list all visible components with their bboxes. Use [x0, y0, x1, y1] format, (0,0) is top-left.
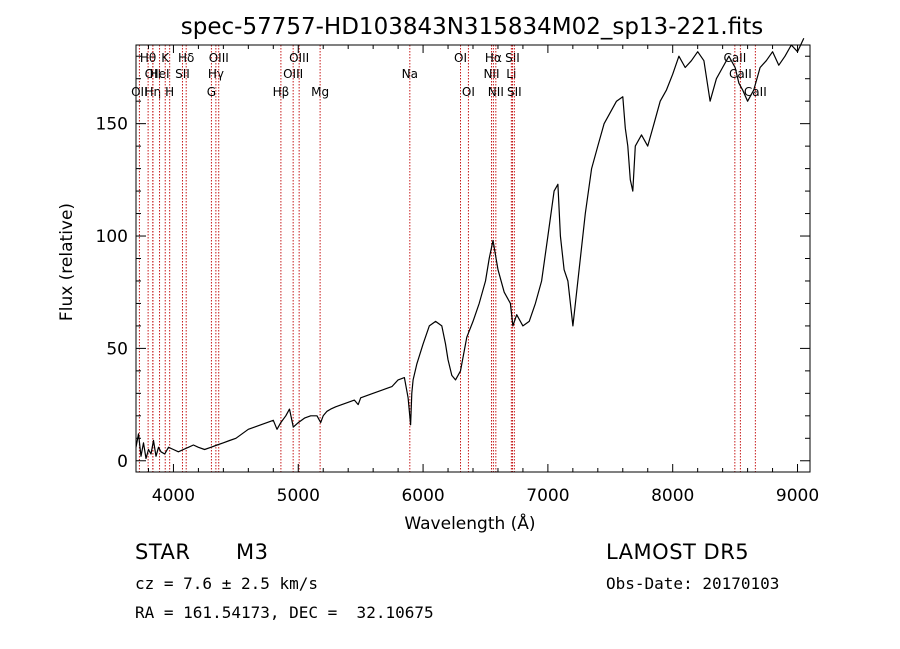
x-tick-label: 7000	[526, 486, 569, 506]
x-axis: 4000 5000 6000 7000 8000 9000	[147, 45, 819, 506]
spectrum-series	[135, 38, 805, 460]
x-tick-label: 9000	[776, 486, 819, 506]
line-marker-label: Hβ	[273, 85, 290, 99]
coordinates: RA = 161.54173, DEC = 32.10675	[135, 603, 434, 622]
line-marker-label: OII	[145, 67, 162, 81]
x-tick-label: 4000	[152, 486, 195, 506]
line-marker-label: HeI	[150, 67, 170, 81]
plot-frame	[135, 44, 811, 473]
line-marker-label: SII	[507, 85, 522, 99]
line-marker-label: OII	[131, 85, 148, 99]
line-marker-label: CaII	[744, 85, 767, 99]
line-marker-label: OI	[454, 51, 467, 65]
line-marker-label: OI	[462, 85, 475, 99]
line-marker-label: OIII	[289, 51, 309, 65]
chart-title: spec-57757-HD103843N315834M02_sp13-221.f…	[181, 14, 763, 40]
line-marker-label: CaII	[723, 51, 746, 65]
redshift-value: cz = 7.6 ± 2.5 km/s	[135, 574, 319, 593]
y-tick-label: 50	[106, 339, 128, 359]
object-subclass: M3	[236, 540, 269, 564]
line-marker-label: OIII	[209, 51, 229, 65]
line-marker-label: H	[165, 85, 174, 99]
line-marker-label: Hθ	[140, 51, 156, 65]
line-marker-label: Hγ	[208, 67, 224, 81]
line-marker-label: SII	[505, 51, 520, 65]
x-tick-label: 8000	[651, 486, 694, 506]
y-tick-label: 100	[96, 227, 128, 247]
line-marker-label: Hδ	[178, 51, 194, 65]
line-marker-label: CaII	[729, 67, 752, 81]
line-marker-label: G	[207, 85, 216, 99]
line-marker-label: Hα	[485, 51, 502, 65]
y-tick-label: 0	[117, 452, 128, 472]
y-axis: 0 50 100 150	[96, 55, 810, 472]
x-tick-label: 5000	[277, 486, 320, 506]
survey-name: LAMOST DR5	[606, 540, 750, 564]
obs-date: Obs-Date: 20170103	[606, 574, 780, 593]
spectrum-line	[135, 38, 805, 460]
line-marker-label: SII	[175, 67, 190, 81]
line-marker-label: Na	[402, 67, 418, 81]
x-tick-label: 6000	[401, 486, 444, 506]
line-marker-label: Hη	[145, 85, 162, 99]
line-marker-label: Mg	[311, 85, 329, 99]
line-marker-label: NII	[488, 85, 504, 99]
line-marker-label: NII	[483, 67, 499, 81]
line-marker-label: OIII	[283, 67, 303, 81]
x-axis-label: Wavelength (Å)	[404, 512, 535, 534]
y-tick-label: 150	[96, 115, 128, 135]
line-marker-label: K	[161, 51, 170, 65]
line-marker-label: Li	[506, 67, 516, 81]
spectral-line-markers: HθOIIOIIHηHeIKHSIIHδGHγOIIIHβOIIIOIIIMgN…	[131, 45, 767, 472]
y-axis-label: Flux (relative)	[57, 203, 77, 321]
object-class: STAR	[135, 540, 191, 564]
